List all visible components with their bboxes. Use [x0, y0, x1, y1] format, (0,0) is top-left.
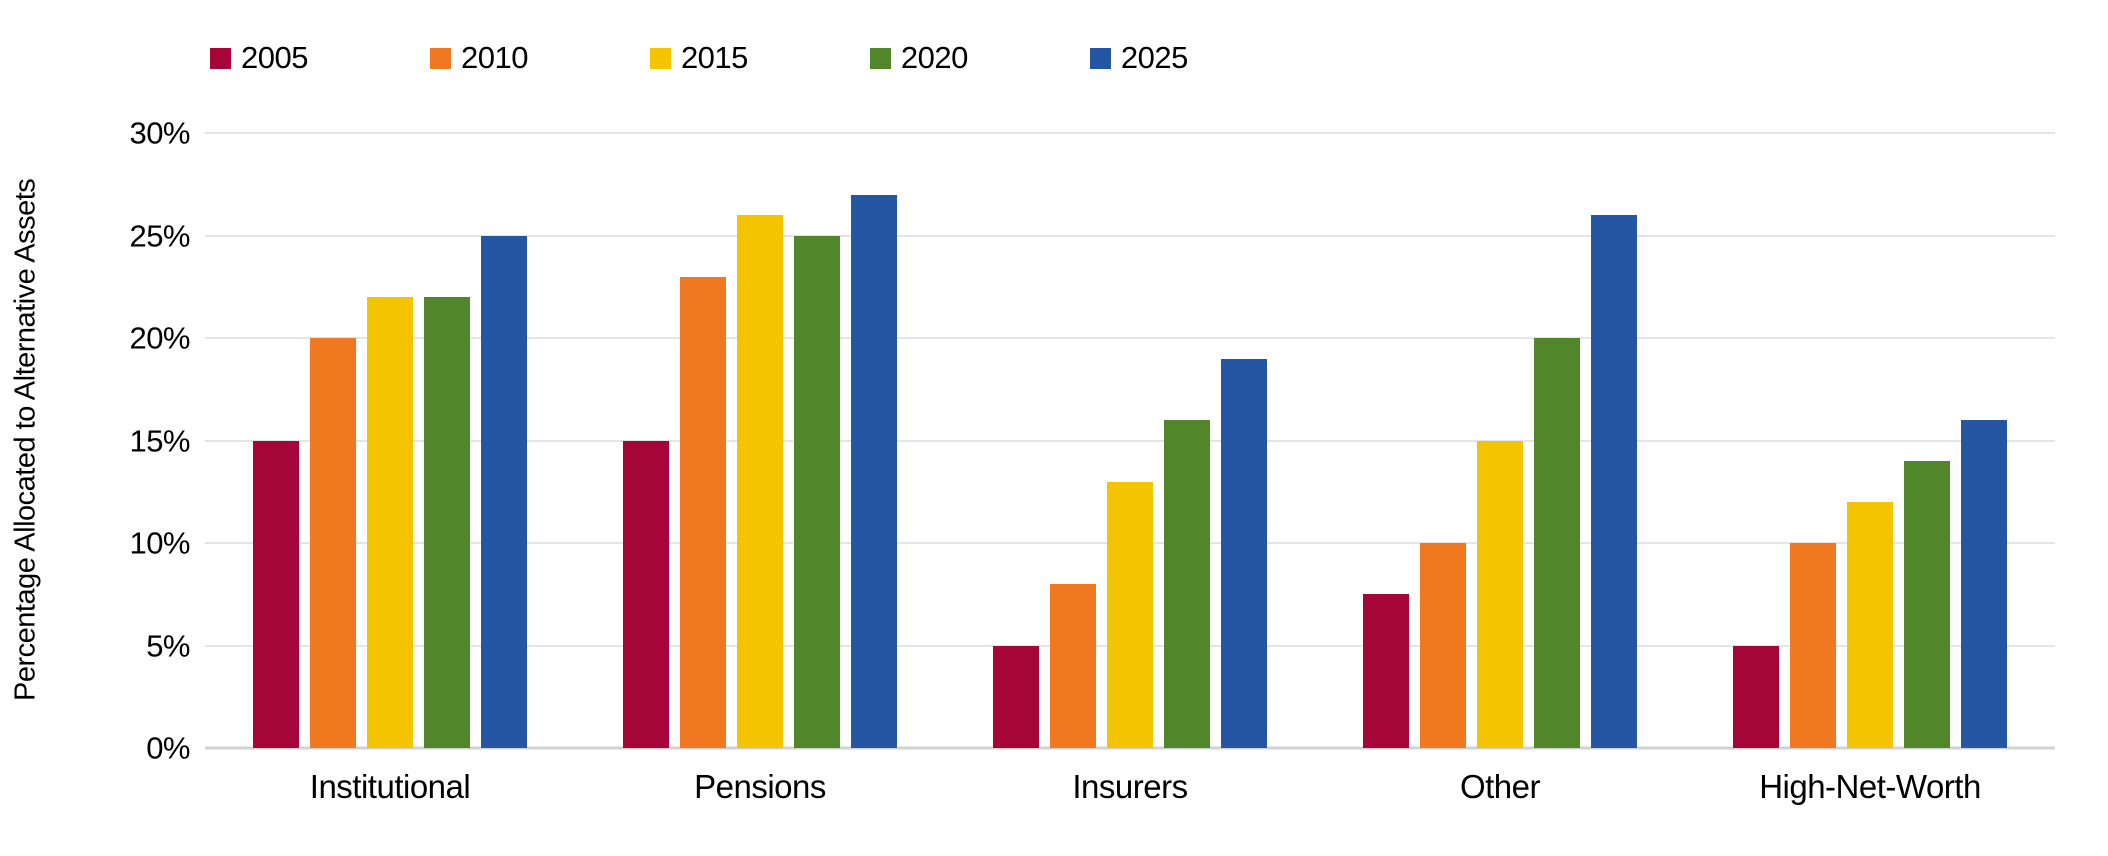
bar-2020-Other [1534, 338, 1580, 748]
legend-item-2005: 2005 [210, 40, 308, 76]
bar-2025-High-Net-Worth [1961, 420, 2007, 748]
bar-2005-Insurers [993, 645, 1039, 748]
bar-2005-Pensions [623, 440, 669, 748]
gridline [205, 132, 2055, 134]
y-axis-tick-labels: 0% 5% 10% 15% 20% 25% 30% [58, 118, 190, 764]
legend-swatch-icon [649, 47, 671, 69]
bar-group-Insurers [945, 133, 1315, 748]
bar-2025-Insurers [1221, 358, 1267, 748]
y-tick-label: 15% [129, 423, 190, 458]
legend-item-2010: 2010 [429, 40, 528, 76]
y-tick-label: 5% [146, 628, 190, 663]
y-tick-label: 20% [129, 320, 190, 356]
legend-swatch-icon [429, 47, 451, 69]
bar-2005-Other [1363, 594, 1409, 748]
bar-2025-Institutional [481, 235, 527, 748]
bar-2020-Insurers [1164, 420, 1210, 748]
bar-2005-Institutional [253, 440, 299, 748]
x-category-label: Other [1459, 768, 1541, 805]
legend-label: 2010 [460, 40, 528, 75]
bar-2015-Insurers [1107, 481, 1153, 748]
x-category-label: Insurers [1072, 768, 1188, 805]
bar-group-High-Net-Worth [1685, 133, 2055, 748]
x-category-label: Institutional [309, 768, 471, 805]
bar-2015-High-Net-Worth [1847, 502, 1893, 748]
bar-2010-Other [1420, 543, 1466, 748]
legend-label: 2025 [1120, 40, 1188, 75]
legend-swatch-icon [869, 47, 891, 69]
y-axis-title: Percentage Allocated to Alternative Asse… [9, 178, 42, 702]
y-tick-label: 0% [146, 730, 190, 766]
legend-swatch-icon [210, 47, 231, 69]
bar-2015-Other [1477, 440, 1523, 748]
gridline [205, 439, 2055, 442]
y-tick-label: 30% [129, 115, 190, 151]
y-tick-label: 10% [129, 525, 190, 561]
chart-legend: 2005 2010 2015 2020 2025 [210, 40, 1188, 76]
bar-2005-High-Net-Worth [1733, 645, 1779, 748]
legend-swatch-icon [1089, 47, 1111, 69]
bar-2010-Institutional [310, 338, 356, 748]
x-category-label: High-Net-Worth [1759, 768, 1981, 805]
bar-2020-Pensions [794, 235, 840, 748]
legend-item-2025: 2025 [1089, 40, 1188, 76]
legend-label: 2015 [680, 40, 748, 75]
bar-2015-Institutional [367, 297, 413, 748]
legend-item-2015: 2015 [649, 40, 748, 76]
legend-label: 2005 [241, 40, 308, 75]
x-axis-category-labels: Institutional Pensions Insurers Other High-N… [205, 768, 2055, 806]
bar-2020-Institutional [424, 297, 470, 748]
bar-group-Institutional [205, 133, 575, 748]
x-axis-baseline [205, 746, 2055, 750]
bar-2025-Pensions [851, 194, 897, 748]
bar-2020-High-Net-Worth [1904, 461, 1950, 748]
bar-2010-Pensions [680, 276, 726, 748]
x-category-label: Pensions [694, 768, 826, 805]
bar-2015-Pensions [737, 215, 783, 748]
bar-group-Pensions [575, 133, 945, 748]
legend-label: 2020 [900, 40, 968, 75]
gridline [205, 234, 2055, 237]
bar-2025-Other [1591, 215, 1637, 748]
gridline [205, 337, 2055, 339]
bar-2010-Insurers [1050, 584, 1096, 748]
bar-2010-High-Net-Worth [1790, 543, 1836, 748]
legend-item-2020: 2020 [869, 40, 968, 76]
bar-group-Other [1315, 133, 1685, 748]
y-tick-label: 25% [129, 218, 190, 253]
plot-area [205, 132, 2055, 750]
bars-container [205, 133, 2055, 748]
